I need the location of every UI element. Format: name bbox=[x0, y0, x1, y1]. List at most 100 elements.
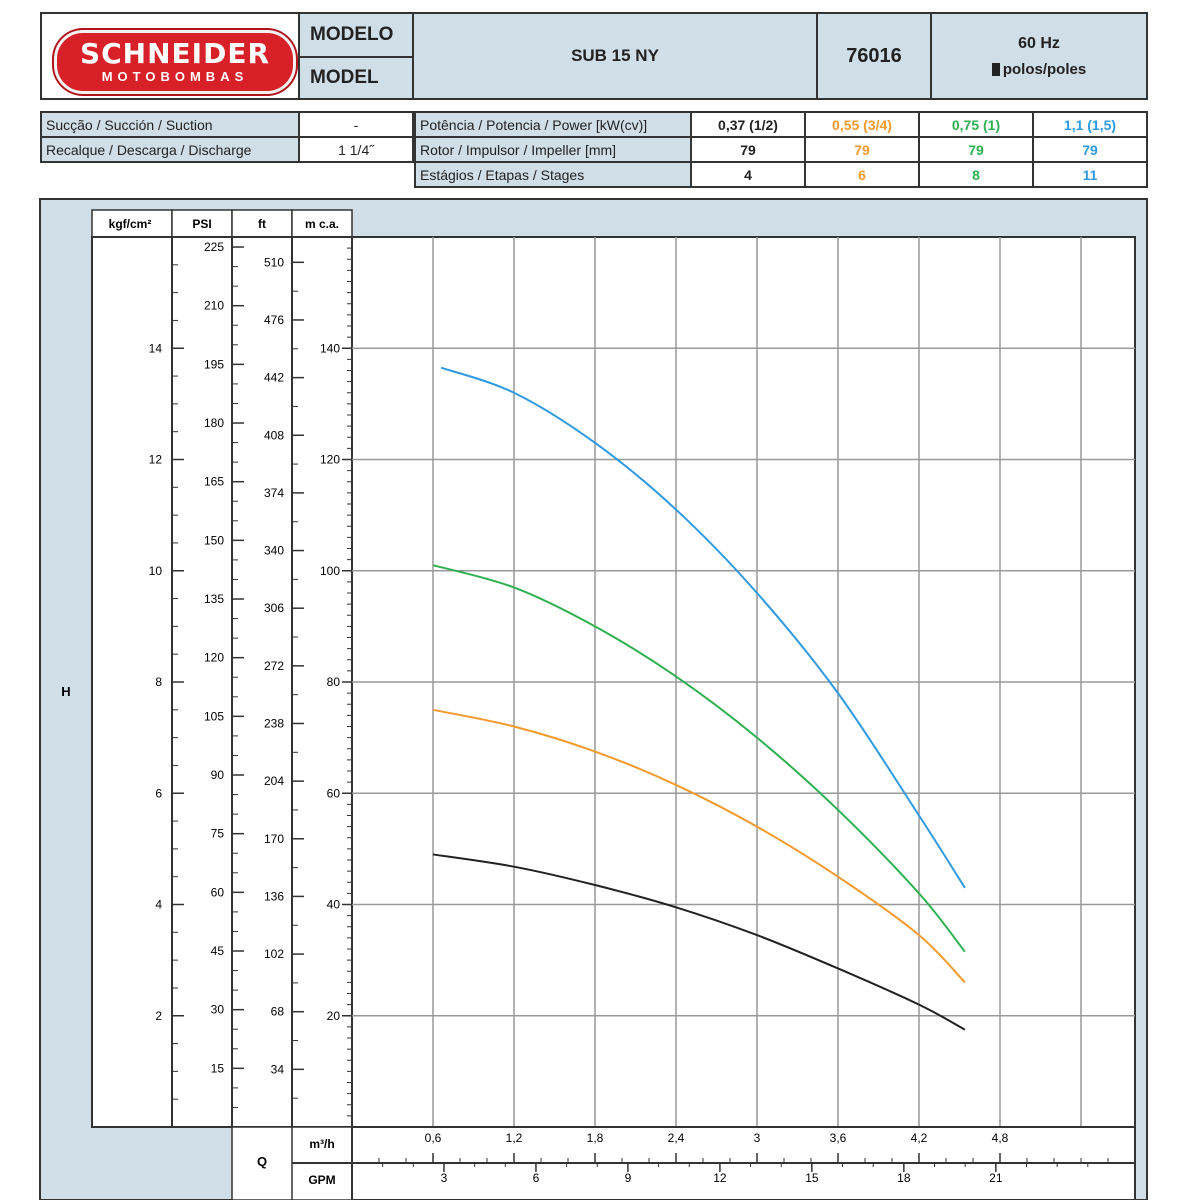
x-axis-ticks: 0,6 1,2 1,8 2,4 3 3,6 4,2 4,8 3 6 9 12 15 18 21 bbox=[378, 1131, 1109, 1185]
psi-tick-label: 45 bbox=[211, 944, 225, 958]
stages-value-1: 4 bbox=[690, 161, 806, 188]
m3h-tick-label: 0,6 bbox=[425, 1131, 442, 1145]
ft-tick-label: 170 bbox=[264, 832, 284, 846]
psi-tick-label: 60 bbox=[211, 885, 225, 899]
kgf-tick-label: 14 bbox=[149, 341, 163, 355]
curve-series-2 bbox=[432, 708, 966, 984]
kgf-tick-label: 6 bbox=[155, 786, 162, 800]
ft-tick-label: 374 bbox=[264, 486, 284, 500]
discharge-label: Recalque / Descarga / Discharge bbox=[40, 136, 300, 163]
model-code-cell: 76016 bbox=[816, 12, 932, 100]
m3h-tick-label: 1,8 bbox=[587, 1131, 604, 1145]
stages-value-4: 11 bbox=[1032, 161, 1148, 188]
x-axis-label: Q bbox=[257, 1154, 267, 1169]
brand-logo: SCHNEIDER MOTOBOMBAS bbox=[54, 30, 296, 94]
brand-name: SCHNEIDER bbox=[79, 37, 271, 70]
ft-tick-label: 34 bbox=[271, 1062, 285, 1076]
kgf-tick-label: 2 bbox=[155, 1009, 162, 1023]
ft-tick-label: 408 bbox=[264, 428, 284, 442]
curves bbox=[432, 366, 966, 1031]
gpm-tick-label: 15 bbox=[805, 1171, 819, 1185]
m3h-tick-label: 4,2 bbox=[911, 1131, 928, 1145]
ft-tick-label: 510 bbox=[264, 255, 284, 269]
m3h-tick-label: 4,8 bbox=[992, 1131, 1009, 1145]
ft-tick-label: 476 bbox=[264, 313, 284, 327]
kgf-tick-label: 10 bbox=[149, 564, 163, 578]
psi-tick-label: 135 bbox=[204, 592, 224, 606]
y-axis-ticks: 2040608010012014024681012141530456075901… bbox=[149, 240, 352, 1117]
kgf-tick-label: 8 bbox=[155, 675, 162, 689]
modelo-label-cell: MODELO bbox=[298, 12, 414, 58]
power-label: Potência / Potencia / Power [kW(cv)] bbox=[414, 111, 692, 138]
gpm-tick-label: 12 bbox=[713, 1171, 727, 1185]
psi-tick-label: 15 bbox=[211, 1061, 225, 1075]
frequency-cell: 60 Hz polos/poles bbox=[930, 12, 1148, 100]
frequency: 60 Hz bbox=[1018, 34, 1060, 52]
ft-tick-label: 238 bbox=[264, 716, 284, 730]
psi-tick-label: 195 bbox=[204, 357, 224, 371]
mca-unit-label: m c.a. bbox=[305, 217, 339, 231]
poles-box-icon bbox=[991, 62, 1000, 76]
psi-tick-label: 150 bbox=[204, 533, 224, 547]
m3h-tick-label: 3 bbox=[754, 1131, 761, 1145]
model-label: MODEL bbox=[310, 67, 379, 88]
mca-tick-label: 60 bbox=[327, 786, 341, 800]
y-scale-area bbox=[91, 236, 353, 1128]
psi-tick-label: 90 bbox=[211, 768, 225, 782]
ft-tick-label: 204 bbox=[264, 774, 284, 788]
kgf-tick-label: 4 bbox=[155, 898, 162, 912]
psi-tick-label: 120 bbox=[204, 651, 224, 665]
mca-tick-label: 120 bbox=[320, 453, 340, 467]
gpm-tick-label: 21 bbox=[989, 1171, 1003, 1185]
poles-label: polos/poles bbox=[1002, 60, 1087, 78]
curve-series-3 bbox=[432, 564, 966, 953]
mca-tick-label: 80 bbox=[327, 675, 341, 689]
ft-tick-label: 68 bbox=[271, 1005, 285, 1019]
psi-tick-label: 225 bbox=[204, 240, 224, 254]
gpm-tick-label: 6 bbox=[533, 1171, 540, 1185]
ft-tick-label: 136 bbox=[264, 889, 284, 903]
gpm-tick-label: 3 bbox=[441, 1171, 448, 1185]
ft-tick-label: 340 bbox=[264, 544, 284, 558]
modelo-label: MODELO bbox=[310, 24, 394, 45]
psi-tick-label: 105 bbox=[204, 709, 224, 723]
ft-tick-label: 102 bbox=[264, 947, 284, 961]
suction-value: - bbox=[298, 111, 414, 138]
model-name-cell: SUB 15 NY bbox=[412, 12, 818, 100]
mca-tick-label: 40 bbox=[327, 898, 341, 912]
stages-value-3: 8 bbox=[918, 161, 1034, 188]
curve-series-1 bbox=[432, 853, 966, 1031]
grid bbox=[352, 237, 1135, 1127]
power-value-4: 1,1 (1,5) bbox=[1032, 111, 1148, 138]
gpm-tick-label: 9 bbox=[625, 1171, 632, 1185]
m3h-unit-label: m³/h bbox=[309, 1137, 334, 1151]
mca-tick-label: 100 bbox=[320, 564, 340, 578]
power-value-2: 0,55 (3/4) bbox=[804, 111, 920, 138]
y-axis-label: H bbox=[61, 684, 70, 699]
brand-logo-box: SCHNEIDER MOTOBOMBAS bbox=[40, 12, 300, 100]
poles-row: polos/poles bbox=[991, 60, 1087, 78]
ft-tick-label: 442 bbox=[264, 371, 284, 385]
psi-tick-label: 165 bbox=[204, 475, 224, 489]
m3h-tick-label: 2,4 bbox=[668, 1131, 685, 1145]
mca-tick-label: 140 bbox=[320, 341, 340, 355]
model-name: SUB 15 NY bbox=[571, 46, 659, 65]
brand-subtitle: MOTOBOMBAS bbox=[101, 69, 249, 84]
psi-tick-label: 75 bbox=[211, 827, 225, 841]
psi-tick-label: 210 bbox=[204, 299, 224, 313]
gpm-unit-label: GPM bbox=[308, 1173, 335, 1187]
kgf-tick-label: 12 bbox=[149, 453, 163, 467]
m3h-tick-label: 1,2 bbox=[506, 1131, 523, 1145]
curve-series-4 bbox=[440, 366, 966, 889]
psi-tick-label: 180 bbox=[204, 416, 224, 430]
discharge-value: 1 1/4˝ bbox=[298, 136, 414, 163]
mca-tick-label: 20 bbox=[327, 1009, 341, 1023]
gpm-tick-label: 18 bbox=[897, 1171, 911, 1185]
psi-header-cell bbox=[171, 209, 233, 238]
ft-unit-label: ft bbox=[258, 217, 266, 231]
m3h-tick-label: 3,6 bbox=[830, 1131, 847, 1145]
psi-unit-label: PSI bbox=[192, 217, 211, 231]
ft-tick-label: 272 bbox=[264, 659, 284, 673]
kgf-unit-label: kgf/cm² bbox=[109, 217, 152, 231]
